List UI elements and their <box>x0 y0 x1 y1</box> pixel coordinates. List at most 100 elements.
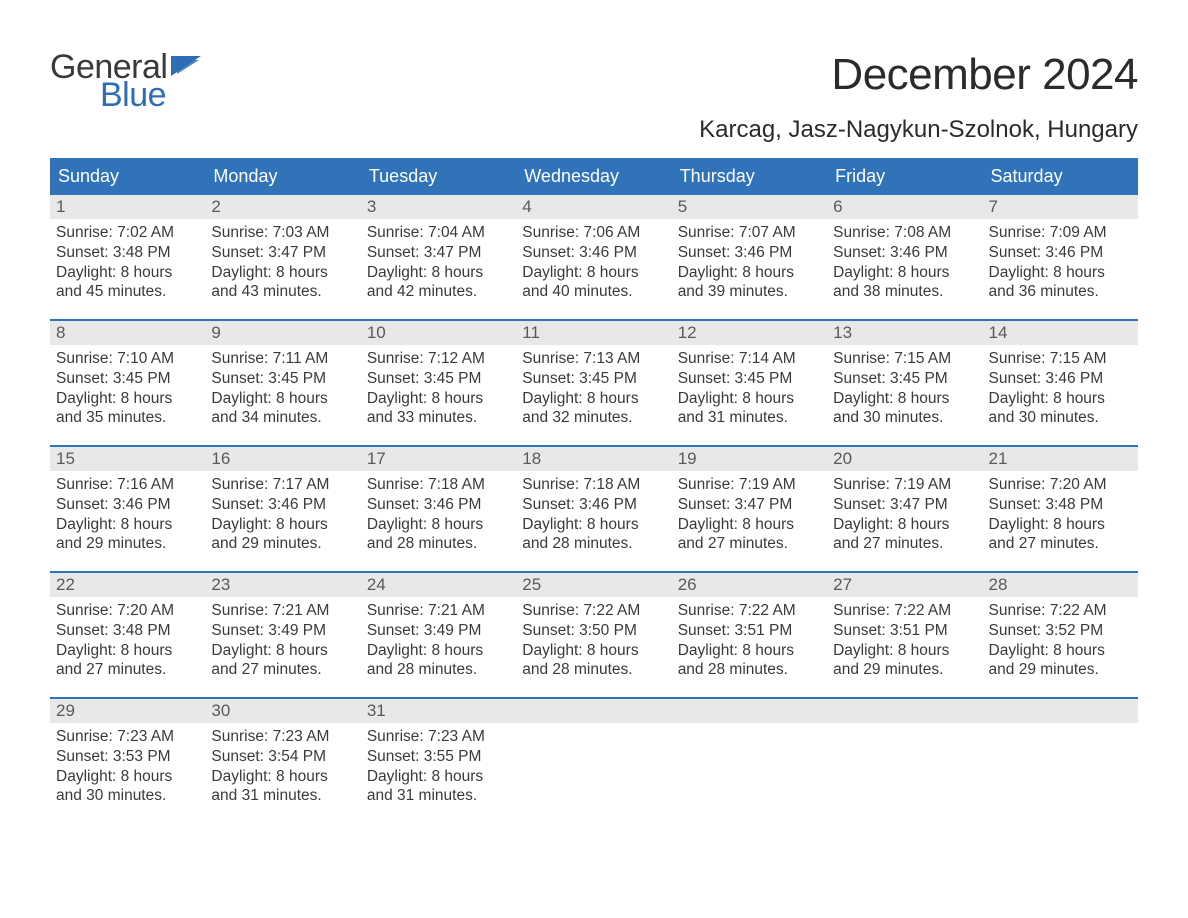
sunset-line: Sunset: 3:53 PM <box>56 747 199 767</box>
sunset-line: Sunset: 3:55 PM <box>367 747 510 767</box>
sunset-line: Sunset: 3:52 PM <box>989 621 1132 641</box>
day-body: Sunrise: 7:23 AMSunset: 3:54 PMDaylight:… <box>205 723 360 806</box>
daylight-line-2: and 35 minutes. <box>56 408 199 428</box>
day-number: 25 <box>516 573 671 597</box>
day-cell: 22Sunrise: 7:20 AMSunset: 3:48 PMDayligh… <box>50 573 205 697</box>
daylight-line-1: Daylight: 8 hours <box>367 515 510 535</box>
day-cell: 18Sunrise: 7:18 AMSunset: 3:46 PMDayligh… <box>516 447 671 571</box>
week-row: 8Sunrise: 7:10 AMSunset: 3:45 PMDaylight… <box>50 319 1138 445</box>
sunset-line: Sunset: 3:49 PM <box>367 621 510 641</box>
sunrise-line: Sunrise: 7:23 AM <box>211 727 354 747</box>
day-cell: 28Sunrise: 7:22 AMSunset: 3:52 PMDayligh… <box>983 573 1138 697</box>
day-number: 2 <box>205 195 360 219</box>
daylight-line-2: and 27 minutes. <box>211 660 354 680</box>
day-number: 5 <box>672 195 827 219</box>
day-number: 16 <box>205 447 360 471</box>
day-body: Sunrise: 7:04 AMSunset: 3:47 PMDaylight:… <box>361 219 516 302</box>
weekday-header: Monday <box>205 160 360 193</box>
day-body: Sunrise: 7:16 AMSunset: 3:46 PMDaylight:… <box>50 471 205 554</box>
sunset-line: Sunset: 3:46 PM <box>367 495 510 515</box>
sunset-line: Sunset: 3:45 PM <box>211 369 354 389</box>
daylight-line-2: and 36 minutes. <box>989 282 1132 302</box>
week-row: 22Sunrise: 7:20 AMSunset: 3:48 PMDayligh… <box>50 571 1138 697</box>
day-cell: 5Sunrise: 7:07 AMSunset: 3:46 PMDaylight… <box>672 195 827 319</box>
day-cell <box>516 699 671 823</box>
day-number: 11 <box>516 321 671 345</box>
day-number <box>672 699 827 723</box>
day-body: Sunrise: 7:14 AMSunset: 3:45 PMDaylight:… <box>672 345 827 428</box>
weekday-header: Sunday <box>50 160 205 193</box>
sunrise-line: Sunrise: 7:22 AM <box>989 601 1132 621</box>
daylight-line-1: Daylight: 8 hours <box>522 515 665 535</box>
sunrise-line: Sunrise: 7:22 AM <box>522 601 665 621</box>
day-number: 31 <box>361 699 516 723</box>
header: General Blue December 2024 Karcag, Jasz-… <box>50 50 1138 144</box>
day-body: Sunrise: 7:08 AMSunset: 3:46 PMDaylight:… <box>827 219 982 302</box>
daylight-line-1: Daylight: 8 hours <box>833 389 976 409</box>
day-number: 10 <box>361 321 516 345</box>
sunset-line: Sunset: 3:54 PM <box>211 747 354 767</box>
sunrise-line: Sunrise: 7:21 AM <box>367 601 510 621</box>
day-body: Sunrise: 7:23 AMSunset: 3:53 PMDaylight:… <box>50 723 205 806</box>
daylight-line-2: and 31 minutes. <box>211 786 354 806</box>
day-cell: 30Sunrise: 7:23 AMSunset: 3:54 PMDayligh… <box>205 699 360 823</box>
day-number: 26 <box>672 573 827 597</box>
sunset-line: Sunset: 3:51 PM <box>833 621 976 641</box>
daylight-line-1: Daylight: 8 hours <box>367 389 510 409</box>
sunset-line: Sunset: 3:48 PM <box>56 621 199 641</box>
daylight-line-1: Daylight: 8 hours <box>989 263 1132 283</box>
sunrise-line: Sunrise: 7:07 AM <box>678 223 821 243</box>
sunrise-line: Sunrise: 7:23 AM <box>56 727 199 747</box>
sunset-line: Sunset: 3:46 PM <box>56 495 199 515</box>
day-number: 3 <box>361 195 516 219</box>
daylight-line-1: Daylight: 8 hours <box>989 641 1132 661</box>
sunset-line: Sunset: 3:51 PM <box>678 621 821 641</box>
daylight-line-2: and 27 minutes. <box>833 534 976 554</box>
title-block: December 2024 Karcag, Jasz-Nagykun-Szoln… <box>699 50 1138 144</box>
daylight-line-1: Daylight: 8 hours <box>522 389 665 409</box>
daylight-line-2: and 29 minutes. <box>211 534 354 554</box>
weekday-header: Thursday <box>672 160 827 193</box>
sunset-line: Sunset: 3:46 PM <box>522 243 665 263</box>
day-body: Sunrise: 7:15 AMSunset: 3:45 PMDaylight:… <box>827 345 982 428</box>
daylight-line-1: Daylight: 8 hours <box>833 515 976 535</box>
daylight-line-1: Daylight: 8 hours <box>678 263 821 283</box>
day-number <box>983 699 1138 723</box>
sunrise-line: Sunrise: 7:12 AM <box>367 349 510 369</box>
daylight-line-1: Daylight: 8 hours <box>56 767 199 787</box>
logo: General Blue <box>50 50 201 112</box>
day-cell: 14Sunrise: 7:15 AMSunset: 3:46 PMDayligh… <box>983 321 1138 445</box>
day-number: 8 <box>50 321 205 345</box>
sunset-line: Sunset: 3:47 PM <box>833 495 976 515</box>
daylight-line-1: Daylight: 8 hours <box>989 389 1132 409</box>
sunset-line: Sunset: 3:45 PM <box>678 369 821 389</box>
day-body: Sunrise: 7:12 AMSunset: 3:45 PMDaylight:… <box>361 345 516 428</box>
daylight-line-2: and 39 minutes. <box>678 282 821 302</box>
week-row: 15Sunrise: 7:16 AMSunset: 3:46 PMDayligh… <box>50 445 1138 571</box>
day-number: 20 <box>827 447 982 471</box>
daylight-line-1: Daylight: 8 hours <box>56 515 199 535</box>
daylight-line-2: and 40 minutes. <box>522 282 665 302</box>
daylight-line-1: Daylight: 8 hours <box>211 641 354 661</box>
day-number: 12 <box>672 321 827 345</box>
weekday-header: Saturday <box>983 160 1138 193</box>
day-body: Sunrise: 7:10 AMSunset: 3:45 PMDaylight:… <box>50 345 205 428</box>
daylight-line-2: and 28 minutes. <box>367 534 510 554</box>
day-cell: 31Sunrise: 7:23 AMSunset: 3:55 PMDayligh… <box>361 699 516 823</box>
day-body: Sunrise: 7:22 AMSunset: 3:51 PMDaylight:… <box>827 597 982 680</box>
day-body: Sunrise: 7:13 AMSunset: 3:45 PMDaylight:… <box>516 345 671 428</box>
day-cell: 25Sunrise: 7:22 AMSunset: 3:50 PMDayligh… <box>516 573 671 697</box>
weekday-header: Friday <box>827 160 982 193</box>
sunset-line: Sunset: 3:45 PM <box>56 369 199 389</box>
day-number: 13 <box>827 321 982 345</box>
daylight-line-2: and 27 minutes. <box>56 660 199 680</box>
day-number: 6 <box>827 195 982 219</box>
sunset-line: Sunset: 3:48 PM <box>56 243 199 263</box>
day-cell <box>983 699 1138 823</box>
day-cell: 9Sunrise: 7:11 AMSunset: 3:45 PMDaylight… <box>205 321 360 445</box>
day-body: Sunrise: 7:20 AMSunset: 3:48 PMDaylight:… <box>50 597 205 680</box>
day-cell: 20Sunrise: 7:19 AMSunset: 3:47 PMDayligh… <box>827 447 982 571</box>
sunset-line: Sunset: 3:46 PM <box>989 243 1132 263</box>
daylight-line-2: and 29 minutes. <box>833 660 976 680</box>
day-cell: 6Sunrise: 7:08 AMSunset: 3:46 PMDaylight… <box>827 195 982 319</box>
